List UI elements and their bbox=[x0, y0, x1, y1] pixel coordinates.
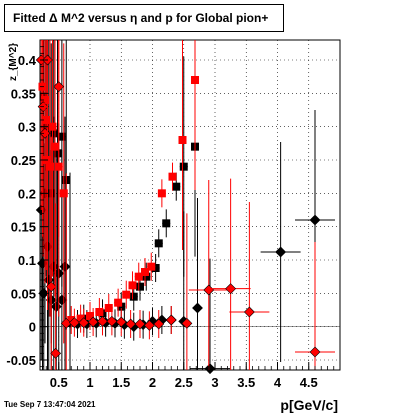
x-axis-label: p[GeV/c] bbox=[280, 397, 338, 413]
data-point-diamond bbox=[78, 317, 90, 329]
y-tick-label: 0.05 bbox=[11, 286, 36, 301]
data-point-square bbox=[154, 239, 163, 248]
data-point-square bbox=[136, 282, 144, 291]
y-tick-label: 0.35 bbox=[11, 86, 36, 101]
data-point-square bbox=[129, 292, 138, 301]
data-point-square bbox=[67, 316, 76, 324]
y-tick-label: 0 bbox=[29, 320, 36, 335]
y-tick-label: 0.2 bbox=[18, 186, 36, 201]
data-point-square bbox=[59, 189, 68, 198]
data-point-square bbox=[122, 290, 131, 299]
data-point-diamond bbox=[106, 315, 118, 327]
data-point-square bbox=[48, 122, 57, 131]
x-tick-label: 2 bbox=[149, 375, 156, 390]
y-tick-label: 0.4 bbox=[18, 53, 37, 68]
data-point-diamond bbox=[134, 318, 146, 330]
data-point-square bbox=[104, 304, 113, 312]
data-point-diamond bbox=[50, 347, 62, 359]
x-tick-label: 2.5 bbox=[175, 375, 193, 390]
x-tick-label: 0.5 bbox=[50, 375, 68, 390]
data-point-square bbox=[162, 219, 171, 228]
data-point-square bbox=[114, 298, 123, 307]
x-tick-label: 4 bbox=[274, 375, 282, 390]
date-stamp: Tue Sep 7 13:47:04 2021 bbox=[4, 400, 96, 409]
data-point-square bbox=[128, 281, 137, 290]
data-point-square bbox=[51, 142, 59, 151]
data-point-square bbox=[42, 116, 51, 124]
data-point-diamond bbox=[115, 316, 127, 328]
data-point-diamond bbox=[192, 302, 203, 314]
data-point-square bbox=[49, 129, 58, 138]
x-tick-label: 3.5 bbox=[237, 375, 255, 390]
data-point-square bbox=[168, 172, 177, 181]
y-tick-label: 0.25 bbox=[11, 153, 36, 168]
data-point-square bbox=[76, 314, 85, 323]
data-point-diamond bbox=[87, 316, 99, 328]
data-point-diamond bbox=[181, 317, 193, 329]
chart-title: Fitted Δ M^2 versus η and p for Global p… bbox=[4, 4, 284, 32]
x-tick-label: 1 bbox=[86, 375, 93, 390]
data-point-diamond bbox=[53, 81, 65, 93]
data-point-square bbox=[142, 272, 151, 281]
x-tick-label: 3 bbox=[211, 375, 218, 390]
data-point-diamond bbox=[153, 318, 165, 330]
data-point-square bbox=[95, 308, 104, 316]
x-tick-label: 1.5 bbox=[112, 375, 130, 390]
data-point-diamond bbox=[275, 246, 287, 258]
data-point-diamond bbox=[125, 318, 137, 330]
data-point-square bbox=[141, 268, 149, 276]
data-point-diamond bbox=[225, 283, 237, 295]
data-point-square bbox=[57, 132, 66, 141]
x-tick-label: 4.5 bbox=[300, 375, 318, 390]
y-tick-label: -0.05 bbox=[6, 353, 36, 368]
data-point-square bbox=[191, 76, 199, 84]
data-point-square bbox=[46, 162, 54, 171]
data-point-diamond bbox=[143, 319, 155, 331]
data-point-diamond bbox=[45, 281, 57, 293]
data-point-square bbox=[147, 262, 156, 271]
data-point-square bbox=[179, 162, 188, 171]
data-point-square bbox=[134, 272, 143, 281]
data-point-diamond bbox=[97, 315, 108, 327]
y-tick-label: 0.1 bbox=[18, 253, 36, 268]
data-point-square bbox=[53, 149, 62, 158]
y-tick-label: 0.3 bbox=[18, 120, 36, 135]
data-point-square bbox=[86, 312, 94, 320]
data-point-diamond bbox=[243, 306, 255, 318]
data-point-diamond bbox=[204, 363, 216, 375]
data-point-diamond bbox=[68, 317, 80, 329]
data-point-square bbox=[172, 182, 181, 191]
axes: 0.5 1 1.5 2 2.5 3 3.5 4 4.5 -0.05 0 0.05 0.1 0.15 0.2 0… bbox=[6, 46, 341, 390]
data-point-diamond bbox=[165, 314, 177, 326]
data-point-square bbox=[151, 264, 160, 272]
data-point-square bbox=[157, 189, 166, 198]
y-tick-label: 0.15 bbox=[11, 220, 36, 235]
y-axis-label: z_{M^2} bbox=[8, 43, 19, 81]
data-point-diamond bbox=[309, 346, 321, 358]
data-point-diamond bbox=[309, 214, 321, 226]
data-point-diamond bbox=[60, 317, 72, 329]
data-point-square bbox=[178, 136, 187, 144]
